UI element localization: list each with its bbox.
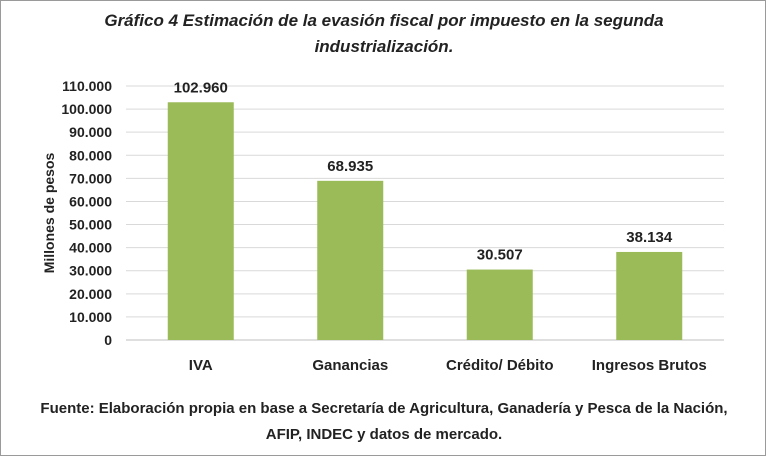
x-category-label: Ganancias — [312, 357, 388, 374]
data-label: 68.935 — [327, 158, 373, 175]
data-label: 30.507 — [477, 247, 523, 264]
x-category-label: IVA — [189, 357, 213, 374]
x-category-label: Ingresos Brutos — [592, 357, 707, 374]
y-tick-label: 90.000 — [69, 124, 112, 140]
bar — [167, 102, 234, 340]
y-tick-label: 0 — [104, 332, 112, 348]
y-axis-ticks: 0 10.000 20.000 30.000 40.000 50.000 60.000 70.… — [61, 78, 112, 348]
x-axis-categories: IVA Ganancias Crédito/ Débito Ingresos Brut… — [189, 357, 707, 374]
y-tick-label: 80.000 — [69, 147, 112, 163]
y-tick-label: 30.000 — [69, 263, 112, 279]
y-tick-label: 20.000 — [69, 286, 112, 302]
x-category-label: Crédito/ Débito — [446, 357, 554, 374]
y-tick-label: 110.000 — [62, 78, 112, 94]
bar — [616, 251, 683, 340]
y-tick-label: 60.000 — [69, 193, 112, 209]
y-tick-label: 100.000 — [61, 101, 112, 117]
data-label: 102.960 — [174, 79, 228, 96]
bar — [466, 269, 533, 340]
y-tick-label: 70.000 — [69, 170, 112, 186]
y-tick-label: 10.000 — [69, 309, 112, 325]
y-tick-label: 50.000 — [69, 217, 112, 233]
y-axis-title: Millones de pesos — [41, 152, 57, 273]
source-note: Fuente: Elaboración propia en base a Sec… — [40, 400, 728, 443]
y-tick-label: 40.000 — [69, 240, 112, 256]
chart-title: Gráfico 4 Estimación de la evasión fisca… — [104, 11, 664, 56]
bar — [317, 180, 384, 340]
data-labels: 102.960 68.935 30.507 38.134 — [174, 79, 673, 263]
data-label: 38.134 — [626, 229, 673, 246]
bars — [167, 102, 683, 340]
